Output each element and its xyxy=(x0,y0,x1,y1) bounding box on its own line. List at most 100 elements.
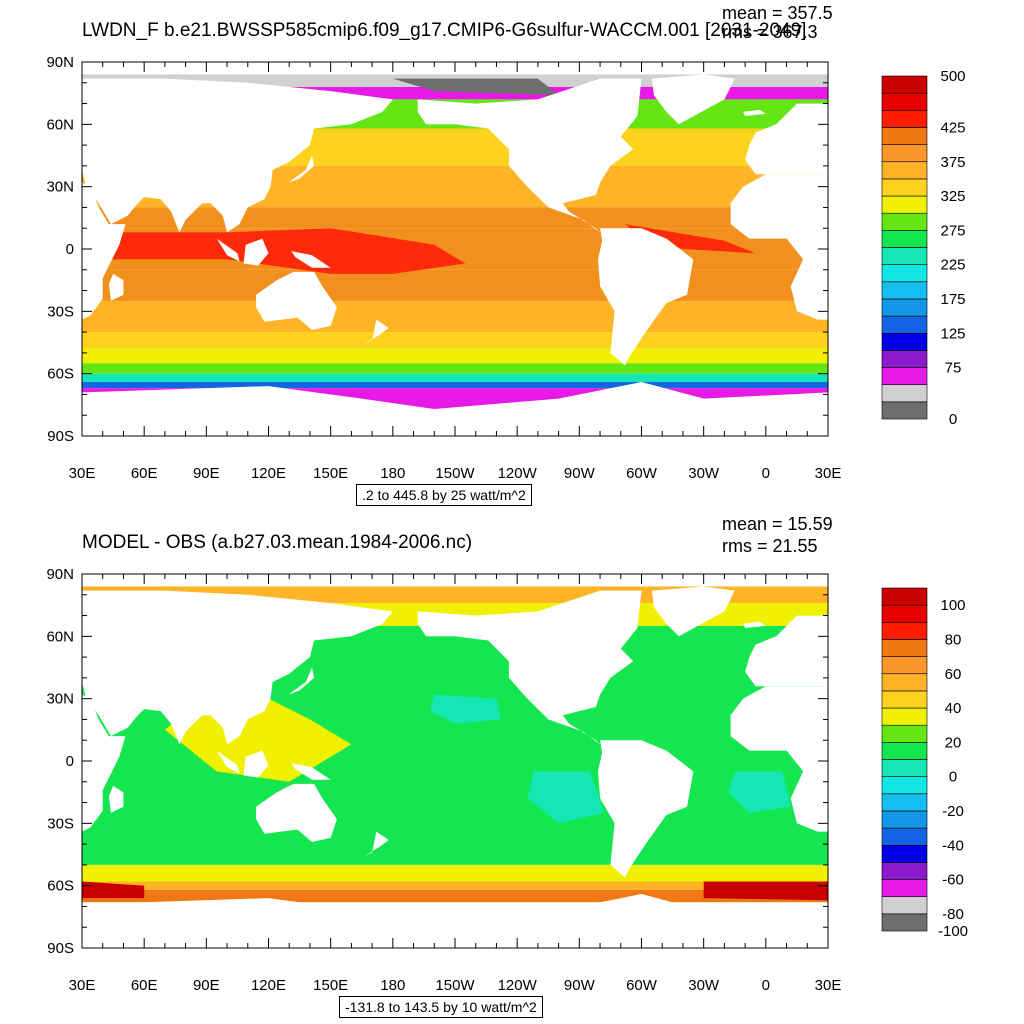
lon-tick-label: 60W xyxy=(626,465,658,482)
land-new-zealand xyxy=(363,319,389,345)
land-indonesia xyxy=(243,238,269,266)
warm-pool-atlantic xyxy=(624,224,756,254)
colorbar-label: 375 xyxy=(940,154,965,171)
colorbar-box xyxy=(881,604,928,623)
polar-front-band xyxy=(82,363,828,374)
land-africa-west xyxy=(730,686,828,832)
colorbar-label: 175 xyxy=(940,291,965,308)
land-iceland xyxy=(743,621,766,628)
lon-tick-label: 120W xyxy=(498,465,538,482)
colorbar-box xyxy=(881,587,928,606)
lon-tick-label: 120E xyxy=(251,977,286,994)
lon-tick-label: 90W xyxy=(564,977,596,994)
lon-tick-label: 30E xyxy=(69,977,96,994)
colorbar-box xyxy=(881,862,928,880)
south-subpolar-band xyxy=(82,348,828,364)
panel-title: MODEL - OBS (a.b27.03.mean.1984-2006.nc) xyxy=(82,532,473,553)
lat-tick-label: 60N xyxy=(46,116,74,133)
colorbar-box xyxy=(881,827,928,846)
south-temperate-band xyxy=(82,332,828,349)
lat-tick-label: 0 xyxy=(66,753,74,770)
lon-tick-label: 120E xyxy=(251,465,286,482)
colorbar-label: 80 xyxy=(945,631,962,648)
southern-cold-band xyxy=(82,373,828,382)
south-atlantic-negative xyxy=(728,771,791,813)
panel-top: LWDN_F b.e21.BWSSP585cmip6.f09_g17.CMIP6… xyxy=(46,3,966,506)
lon-tick-label: 90E xyxy=(193,977,220,994)
land-africa-west xyxy=(730,174,828,320)
land-south-america xyxy=(598,740,694,878)
colorbar-box xyxy=(881,247,928,265)
lat-tick-label: 30N xyxy=(46,691,74,708)
colorbar-label: -80 xyxy=(942,906,964,923)
colorbar-box xyxy=(881,92,928,111)
colorbar-label: 425 xyxy=(940,119,965,136)
colorbar-box xyxy=(881,144,928,163)
map-top: 90N 60N 30N 0 30S 60S 90S 30E 60E 90E 120E 150E 180 1… xyxy=(46,54,965,482)
rms-stat: rms = 367.3 xyxy=(722,22,818,42)
colorbar-box xyxy=(881,793,928,812)
south-pacific-negative xyxy=(527,771,605,824)
indian-sector-max-bias xyxy=(82,881,145,899)
colorbar-box xyxy=(881,724,928,743)
colorbar-label: 225 xyxy=(940,257,965,274)
colorbar-box xyxy=(881,810,928,829)
land-africa-east xyxy=(82,694,126,832)
lat-tick-label: 90N xyxy=(46,566,74,583)
south-midlat-band xyxy=(82,300,828,333)
land-australia xyxy=(256,271,337,330)
land-madagascar xyxy=(108,785,124,813)
lon-tick-label: 60W xyxy=(626,977,658,994)
colorbar-label: 500 xyxy=(940,68,965,85)
mean-stat: mean = 15.59 xyxy=(722,514,833,534)
colorbar-box xyxy=(881,264,928,283)
land-antarctica xyxy=(82,894,828,948)
colorbar-box xyxy=(881,127,928,145)
colorbar-label: 325 xyxy=(940,188,965,205)
colorbar-box xyxy=(881,776,928,795)
lat-tick-label: 60S xyxy=(47,366,74,383)
lon-tick-label: 30E xyxy=(815,977,842,994)
southern-positive-bias xyxy=(82,864,828,882)
lon-tick-label: 60E xyxy=(131,977,158,994)
warm-pool-indo-pacific xyxy=(102,228,466,274)
colorbar-box xyxy=(881,230,928,248)
land-japan xyxy=(289,155,315,183)
land-sumatra xyxy=(216,238,240,262)
land-new-zealand xyxy=(363,831,389,857)
land-greenland xyxy=(651,74,735,125)
lon-tick-label: 180 xyxy=(380,465,405,482)
lon-tick-label: 90W xyxy=(564,465,596,482)
lon-tick-label: 180 xyxy=(380,977,405,994)
lon-tick-label: 60E xyxy=(131,465,158,482)
panel-bottom: MODEL - OBS (a.b27.03.mean.1984-2006.nc)… xyxy=(0,512,1024,1024)
lon-tick-label: 0 xyxy=(762,977,770,994)
colorbar-box xyxy=(881,281,928,300)
colorbar-label: -20 xyxy=(942,803,964,820)
land-south-america xyxy=(598,228,694,366)
colorbar-box xyxy=(881,707,928,726)
land-europe-west xyxy=(745,615,828,687)
land-japan xyxy=(289,667,315,695)
lat-tick-label: 60S xyxy=(47,878,74,895)
colorbar-box xyxy=(881,759,928,777)
lon-tick-label: 30E xyxy=(815,465,842,482)
land-iceland xyxy=(743,109,766,116)
lon-tick-label: 90E xyxy=(193,465,220,482)
land-new-guinea xyxy=(291,251,331,268)
colorbar-box xyxy=(881,178,928,197)
colorbar-box xyxy=(881,656,928,675)
arctic-dark-patch xyxy=(392,78,559,96)
land-north-america xyxy=(417,590,642,745)
lat-tick-label: 60N xyxy=(46,628,74,645)
lat-tick-label: 90S xyxy=(47,428,74,445)
map-bottom: 90N 60N 30N 0 30S 60S 90S 30E 60E 90E 120E 150E 180 1… xyxy=(46,566,968,994)
lon-tick-label: 30E xyxy=(69,465,96,482)
weddell-max-bias xyxy=(703,881,828,901)
contour-range-label: -131.8 to 143.5 by 10 watt/m^2 xyxy=(339,996,543,1018)
lat-tick-label: 30N xyxy=(46,179,74,196)
colorbar-box xyxy=(881,110,928,128)
colorbar-box xyxy=(881,315,928,334)
colorbar-box xyxy=(881,332,928,351)
south-subtropic-band xyxy=(82,269,828,301)
